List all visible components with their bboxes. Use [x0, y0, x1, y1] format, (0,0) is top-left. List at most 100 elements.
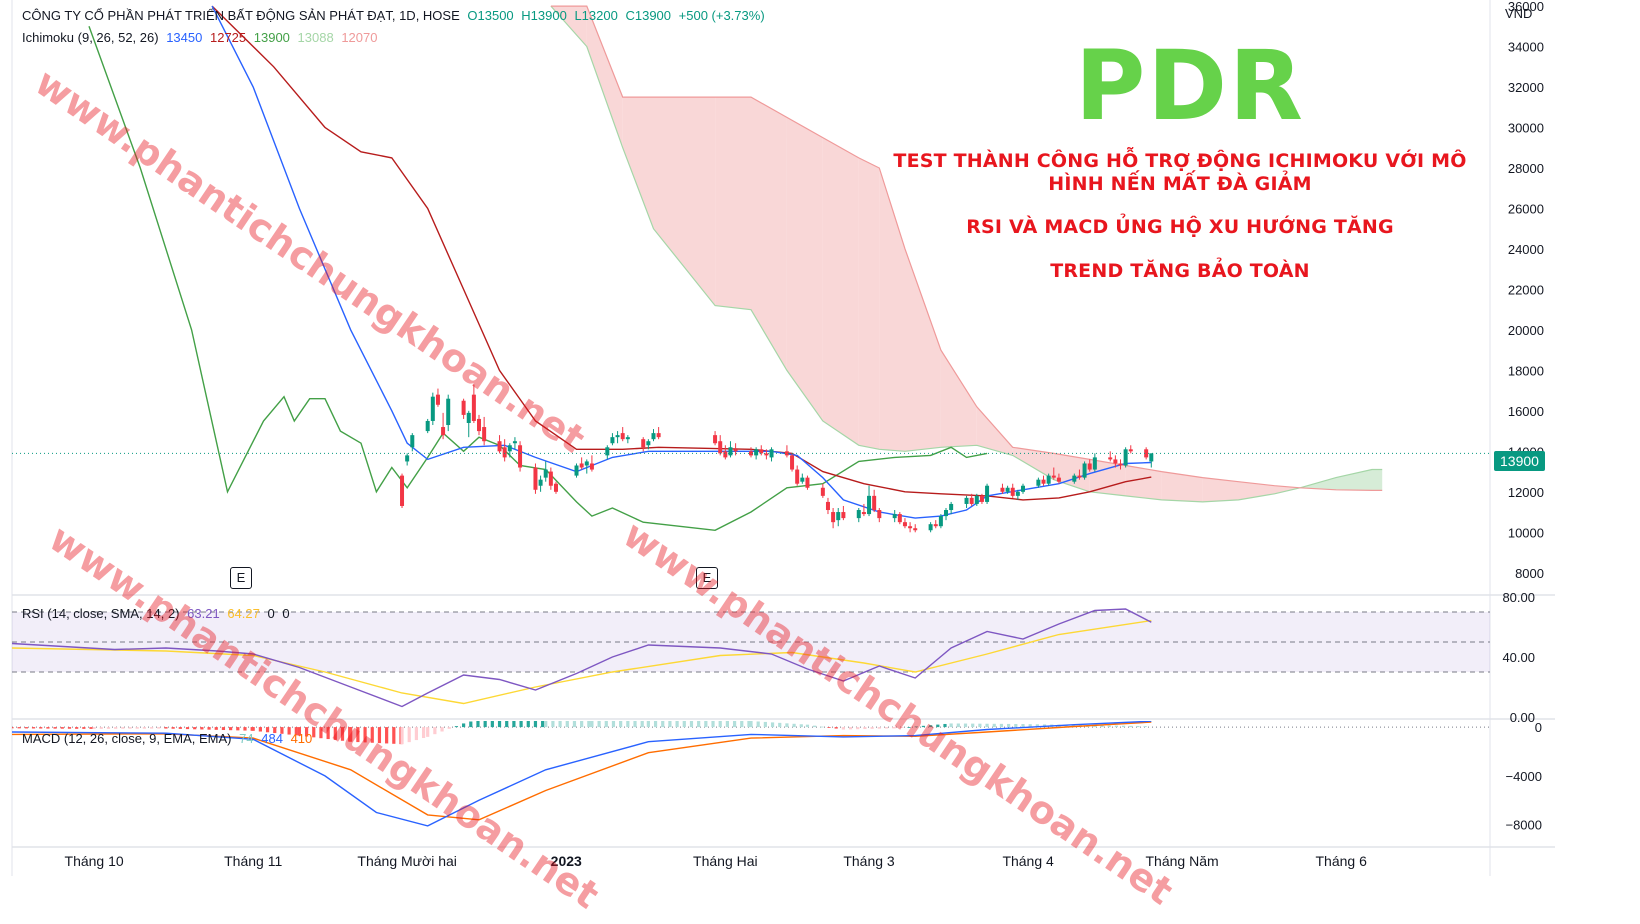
candle-body: [605, 447, 610, 456]
candle-body: [1113, 459, 1118, 464]
macd-histogram-bar: [363, 727, 367, 743]
candle-body: [1000, 487, 1005, 492]
macd-histogram-bar: [936, 724, 940, 728]
macd-histogram-bar: [185, 727, 190, 730]
macd-histogram-bar: [53, 727, 57, 729]
candle-body: [507, 445, 512, 452]
earnings-marker[interactable]: E: [230, 567, 252, 589]
macd-histogram-bar: [565, 721, 569, 728]
macd-histogram-bar: [106, 727, 111, 729]
earnings-marker[interactable]: E: [696, 567, 718, 589]
macd-histogram-bar: [157, 727, 161, 729]
ichimoku-conversion-value: 13450: [166, 30, 203, 45]
candle-body: [979, 495, 984, 502]
macd-histogram-bar: [682, 721, 686, 728]
candle-body: [553, 483, 558, 492]
macd-histogram-bar: [626, 721, 630, 728]
macd-histogram-bar: [711, 721, 715, 728]
ichimoku-cloud-segment: [1238, 481, 1275, 500]
macd-histogram-bar: [121, 727, 125, 729]
macd-histogram-bar: [907, 727, 911, 728]
macd-histogram-bar: [164, 727, 168, 729]
ichimoku-cloud-segment: [622, 97, 654, 229]
ichimoku-cloud-segment: [940, 350, 977, 448]
ichimoku-cloud-segment: [715, 97, 751, 310]
macd-histogram-bar: [778, 722, 782, 728]
candle-body: [1128, 449, 1133, 452]
macd-histogram-bar: [619, 721, 623, 728]
candle-body: [964, 497, 969, 504]
macd-histogram-bar: [533, 721, 538, 728]
candle-body: [1077, 475, 1082, 478]
macd-histogram-bar: [440, 727, 444, 732]
change-value: +500 (+3.73%): [678, 8, 765, 23]
candle-body: [856, 510, 861, 519]
candle-body: [651, 433, 656, 440]
macd-histogram-bar: [287, 727, 291, 735]
candle-body: [471, 394, 476, 421]
macd-histogram-bar: [340, 727, 345, 741]
macd-histogram-bar: [580, 721, 584, 728]
candle-body: [548, 471, 553, 486]
ichimoku-cloud-segment: [1161, 471, 1203, 502]
macd-histogram-bar: [92, 727, 96, 729]
macd-histogram-bar: [590, 721, 594, 728]
candle-body: [543, 469, 548, 478]
candle-body: [1144, 449, 1149, 458]
open-value: O13500: [467, 8, 514, 23]
candle-body: [589, 463, 594, 470]
annotation-line-2: RSI VÀ MACD ỦNG HỘ XU HƯỚNG TĂNG: [966, 216, 1394, 238]
candle-body: [877, 510, 882, 519]
candle-body: [518, 445, 523, 468]
macd-histogram-bar: [747, 721, 751, 728]
macd-histogram-bar: [251, 727, 255, 731]
ichimoku-base-line: [211, 5, 1152, 501]
macd-histogram-bar: [12, 727, 14, 729]
candle-body: [949, 503, 954, 511]
ichimoku-legend: Ichimoku (9, 26, 52, 26) 13450 12725 139…: [22, 30, 381, 45]
macd-histogram-bar: [512, 721, 516, 728]
macd-histogram-bar: [1093, 725, 1097, 728]
macd-histogram-bar: [1114, 725, 1118, 728]
macd-line: [12, 721, 1152, 827]
ichimoku-cloud-segment: [1202, 477, 1239, 502]
macd-histogram-bar: [732, 721, 737, 728]
candle-body: [461, 400, 466, 415]
macd-histogram-bar: [1107, 725, 1111, 728]
macd-histogram-bar: [114, 727, 118, 729]
ichimoku-label: Ichimoku (9, 26, 52, 26): [22, 30, 159, 45]
macd-histogram-bar: [214, 727, 218, 730]
macd-histogram-bar: [929, 725, 933, 728]
macd-histogram-bar: [312, 727, 316, 738]
macd-histogram-bar: [668, 721, 672, 728]
macd-histogram-bar: [770, 722, 775, 728]
macd-histogram-bar: [848, 727, 853, 730]
rsi-axis-tick: 0.00: [1510, 710, 1535, 725]
candle-body: [790, 455, 795, 470]
macd-histogram-bar: [258, 727, 262, 732]
macd-histogram-bar: [433, 727, 437, 735]
candle-body: [579, 463, 584, 468]
macd-histogram-bar: [893, 727, 897, 729]
candle-body: [749, 451, 753, 456]
macd-histogram-bar: [400, 727, 404, 745]
macd-histogram-bar: [490, 721, 494, 728]
candle-body: [1046, 475, 1051, 484]
candle-body: [974, 495, 979, 504]
candle-body: [723, 451, 728, 458]
macd-histogram-bar: [469, 721, 473, 728]
candle-body: [861, 512, 866, 515]
macd-histogram-bar: [1007, 723, 1011, 728]
ichimoku-conversion-line: [211, 5, 1152, 519]
macd-histogram-bar: [799, 724, 803, 728]
price-legend: CÔNG TY CỔ PHẦN PHÁT TRIỂN BẤT ĐỘNG SẢN …: [22, 8, 769, 23]
macd-label: MACD (12, 26, close, 9, EMA, EMA): [22, 731, 232, 746]
time-axis-tick: 2023: [551, 853, 582, 869]
annotation-line-3: TREND TĂNG BẢO TOÀN: [1050, 260, 1310, 282]
macd-histogram-bar: [1143, 726, 1147, 728]
candle-body: [1092, 457, 1097, 470]
candle-body: [512, 441, 517, 444]
ichimoku-cloud-segment: [976, 406, 1013, 456]
candle-body: [1020, 485, 1025, 492]
